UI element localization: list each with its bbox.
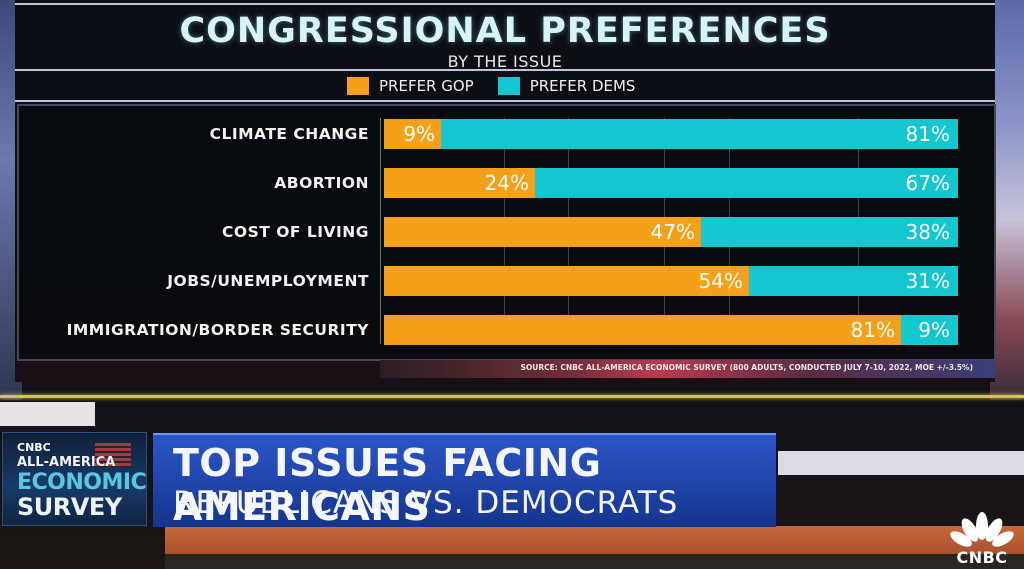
bar-dems	[701, 217, 958, 247]
bar-dems	[441, 119, 958, 149]
data-label-dems: 38%	[905, 220, 950, 244]
source-band: SOURCE: CNBC ALL-AMERICA ECONOMIC SURVEY…	[380, 360, 995, 378]
headline: TOP ISSUES FACING AMERICANS	[173, 441, 602, 529]
category-label: ABORTION	[274, 174, 369, 192]
studio-panel	[0, 402, 95, 426]
studio-panel-strip	[778, 451, 1024, 475]
category-label: JOBS/UNEMPLOYMENT	[167, 272, 369, 290]
source-note: SOURCE: CNBC ALL-AMERICA ECONOMIC SURVEY…	[520, 363, 973, 372]
data-label-gop: 9%	[403, 122, 435, 146]
legend-swatch-dems	[497, 77, 520, 95]
data-label-dems: 67%	[905, 171, 950, 195]
bar-dems	[749, 266, 958, 296]
lower-third: TOP ISSUES FACING AMERICANS REPUBLICANS …	[153, 433, 776, 529]
data-label-dems: 9%	[918, 318, 950, 342]
bar-gop	[384, 168, 535, 198]
legend: PREFER GOP PREFER DEMS	[15, 72, 995, 102]
bar-gop	[384, 119, 441, 149]
category-label: COST OF LIVING	[222, 223, 369, 241]
anchor-desk-base	[165, 554, 1024, 569]
logo-line-1: ALL-AMERICA	[17, 455, 116, 470]
logo-line-3: SURVEY	[17, 493, 122, 521]
legend-item-gop: PREFER GOP	[347, 77, 474, 95]
category-label: CLIMATE CHANGE	[209, 125, 369, 143]
peacock-icon	[950, 512, 1014, 547]
data-label-dems: 81%	[905, 122, 950, 146]
y-axis-line	[380, 118, 381, 344]
chart-title: CONGRESSIONAL PREFERENCES	[179, 11, 831, 51]
data-label-gop: 81%	[850, 318, 895, 342]
bar-gop	[384, 217, 701, 247]
data-label-gop: 24%	[484, 171, 529, 195]
data-label-gop: 54%	[698, 269, 743, 293]
bar-dems	[901, 315, 958, 345]
flag-icon	[95, 443, 131, 467]
logo-line-2: ECONOMIC	[17, 470, 147, 495]
anchor-desk	[165, 526, 1024, 554]
survey-logo: CNBC ALL-AMERICA ECONOMIC SURVEY	[2, 432, 147, 526]
subheadline: REPUBLICANS VS. DEMOCRATS	[173, 485, 679, 521]
data-label-gop: 47%	[650, 220, 695, 244]
bar-gop	[384, 315, 901, 345]
legend-label-dems: PREFER DEMS	[529, 77, 636, 95]
category-label: IMMIGRATION/BORDER SECURITY	[66, 321, 369, 339]
studio-light-rule	[0, 395, 1024, 398]
title-band: CONGRESSIONAL PREFERENCES BY THE ISSUE	[15, 3, 995, 71]
legend-label-gop: PREFER GOP	[379, 77, 474, 95]
logo-brand: CNBC	[17, 441, 51, 454]
legend-item-dems: PREFER DEMS	[497, 77, 636, 95]
network-logo-text: CNBC	[956, 548, 1008, 567]
bar-dems	[535, 168, 958, 198]
legend-swatch-gop	[347, 77, 369, 95]
data-label-dems: 31%	[905, 269, 950, 293]
chart-subtitle: BY THE ISSUE	[447, 52, 563, 71]
bar-gop	[384, 266, 749, 296]
